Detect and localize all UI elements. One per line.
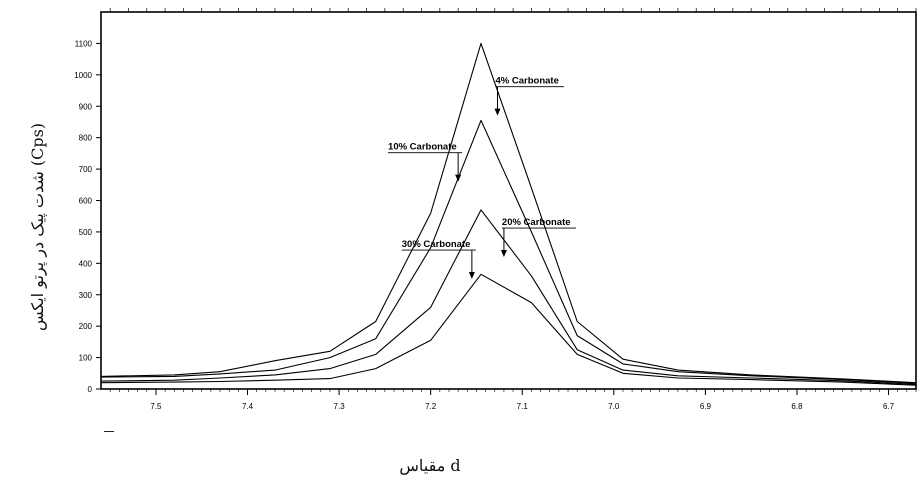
x-tick-label: 7.4 [242, 402, 254, 411]
x-axis-label: مقیاس d [399, 456, 461, 475]
x-tick-label: 6.8 [791, 402, 803, 411]
x-tick-label: 6.7 [883, 402, 895, 411]
y-tick-label: 100 [79, 354, 93, 363]
y-tick-label: 900 [79, 102, 93, 111]
annotation-arrowhead [494, 108, 501, 116]
annotation-label: 10% Carbonate [388, 142, 457, 153]
y-tick-label: 0 [88, 385, 93, 394]
y-tick-label: 1100 [75, 39, 93, 48]
annotation-label: 30% Carbonate [402, 239, 471, 250]
y-axis-label: شدت پیک در پرتو ایکس (Cps) [28, 122, 47, 332]
series-line [100, 273, 917, 386]
series-line [100, 42, 917, 384]
x-tick-label: 7.1 [517, 402, 529, 411]
y-tick-label: 600 [79, 197, 93, 206]
series-line [100, 119, 917, 384]
x-tick-label: 7.3 [334, 402, 346, 411]
y-tick-label: 300 [79, 291, 93, 300]
plot-frame [100, 11, 917, 390]
y-tick-label: 200 [79, 322, 93, 331]
annotation-arrowhead [455, 174, 462, 182]
x-tick-label: 6.9 [700, 402, 712, 411]
y-tick-label: 700 [79, 165, 93, 174]
x-tick-label: 7.2 [425, 402, 437, 411]
annotation-arrowhead [500, 250, 507, 258]
y-tick-label: 1000 [74, 71, 92, 80]
annotation-label: 20% Carbonate [502, 217, 571, 228]
y-tick-label: 400 [79, 259, 93, 268]
annotation-label: 4% Carbonate [496, 76, 559, 87]
x-tick-label: 7.5 [150, 402, 162, 411]
x-tick-label: 7.0 [608, 402, 620, 411]
stray-dash-mark [104, 431, 114, 432]
annotation-arrowhead [468, 272, 475, 280]
y-tick-label: 800 [79, 134, 93, 143]
series-line [100, 209, 917, 385]
y-tick-label: 500 [79, 228, 93, 237]
